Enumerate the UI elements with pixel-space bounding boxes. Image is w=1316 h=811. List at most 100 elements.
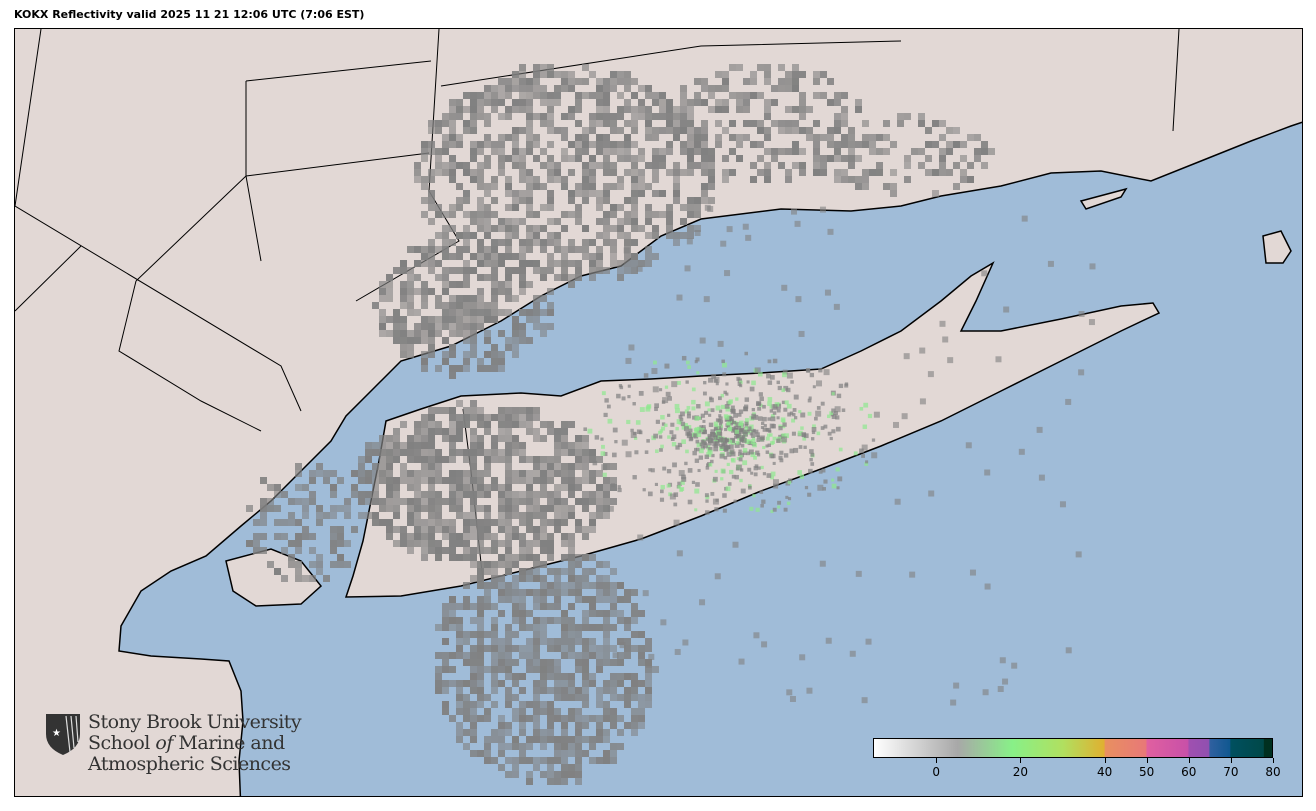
echo-cell <box>582 162 589 169</box>
echo-cell <box>568 694 575 701</box>
echo-cell <box>610 71 617 78</box>
echo-cell <box>696 432 702 438</box>
echo-cell <box>463 274 470 281</box>
echo-cell <box>722 493 727 498</box>
echo-cell <box>435 554 442 561</box>
echo-cell <box>491 456 498 463</box>
echo-cell <box>596 736 603 743</box>
echo-cell <box>694 141 701 148</box>
echo-cell <box>484 505 491 512</box>
echo-cell <box>442 407 449 414</box>
echo-cell <box>645 204 652 211</box>
echo-cell <box>904 162 911 169</box>
echo-cell <box>729 469 734 475</box>
echo-cell <box>665 391 671 397</box>
echo-cell <box>386 456 393 463</box>
echo-cell <box>505 456 512 463</box>
echo-cell <box>449 134 456 141</box>
echo-cell <box>470 456 477 463</box>
echo-cell <box>744 418 749 422</box>
echo-cell <box>617 218 624 225</box>
echo-cell <box>463 659 470 666</box>
echo-cell <box>718 409 723 413</box>
echo-cell <box>589 673 596 680</box>
echo-cell <box>660 415 665 420</box>
echo-cell <box>683 426 689 432</box>
echo-cell <box>344 505 351 512</box>
echo-cell <box>722 99 729 106</box>
echo-cell <box>470 673 477 680</box>
echo-cell <box>631 211 638 218</box>
echo-cell <box>484 743 491 750</box>
echo-cell <box>799 92 806 99</box>
echo-cell <box>792 85 799 92</box>
echo-cell <box>694 162 701 169</box>
echo-cell <box>684 265 691 272</box>
echo-cell <box>1065 398 1072 405</box>
echo-cell <box>750 439 756 445</box>
echo-cell <box>463 106 470 113</box>
echo-cell <box>274 533 281 540</box>
echo-cell <box>813 155 820 162</box>
echo-cell <box>449 155 456 162</box>
echo-cell <box>456 449 463 456</box>
echo-cell <box>568 750 575 757</box>
echo-cell <box>694 427 700 432</box>
echo-cell <box>568 484 575 491</box>
echo-cell <box>365 470 372 477</box>
echo-cell <box>344 512 351 519</box>
echo-cell <box>603 148 610 155</box>
echo-cell <box>792 412 796 417</box>
echo-cell <box>575 155 582 162</box>
echo-cell <box>491 540 498 547</box>
echo-cell <box>421 505 428 512</box>
echo-cell <box>358 512 365 519</box>
echo-cell <box>463 239 470 246</box>
echo-cell <box>302 512 309 519</box>
echo-cell <box>739 428 743 432</box>
echo-cell <box>393 477 400 484</box>
echo-cell <box>561 477 568 484</box>
echo-cell <box>470 750 477 757</box>
echo-cell <box>491 673 498 680</box>
echo-cell <box>533 624 540 631</box>
echo-cell <box>631 204 638 211</box>
echo-cell <box>722 444 726 448</box>
echo-cell <box>792 141 799 148</box>
echo-cell <box>442 337 449 344</box>
echo-cell <box>701 127 708 134</box>
echo-cell <box>519 246 526 253</box>
echo-cell <box>741 435 746 439</box>
echo-cell <box>526 99 533 106</box>
echo-cell <box>610 568 617 575</box>
echo-cell <box>295 561 302 568</box>
echo-cell <box>660 619 667 626</box>
echo-cell <box>582 687 589 694</box>
echo-cell <box>760 465 764 470</box>
echo-cell <box>526 78 533 85</box>
echo-cell <box>470 218 477 225</box>
echo-cell <box>771 85 778 92</box>
echo-cell <box>660 444 664 449</box>
echo-cell <box>724 404 730 409</box>
echo-cell <box>834 176 841 183</box>
echo-cell <box>741 438 747 443</box>
echo-cell <box>904 155 911 162</box>
echo-cell <box>1021 215 1028 222</box>
echo-cell <box>647 491 653 497</box>
echo-cell <box>678 414 683 419</box>
echo-cell <box>540 183 547 190</box>
echo-cell <box>554 232 561 239</box>
echo-cell <box>505 645 512 652</box>
echo-cell <box>540 477 547 484</box>
echo-cell <box>699 599 706 606</box>
echo-cell <box>631 645 638 652</box>
echo-cell <box>822 487 826 491</box>
echo-cell <box>749 506 754 511</box>
echo-cell <box>498 421 505 428</box>
echo-cell <box>589 491 596 498</box>
echo-cell <box>789 411 794 415</box>
echo-cell <box>691 406 696 411</box>
echo-cell <box>771 423 776 429</box>
echo-cell <box>718 422 723 426</box>
